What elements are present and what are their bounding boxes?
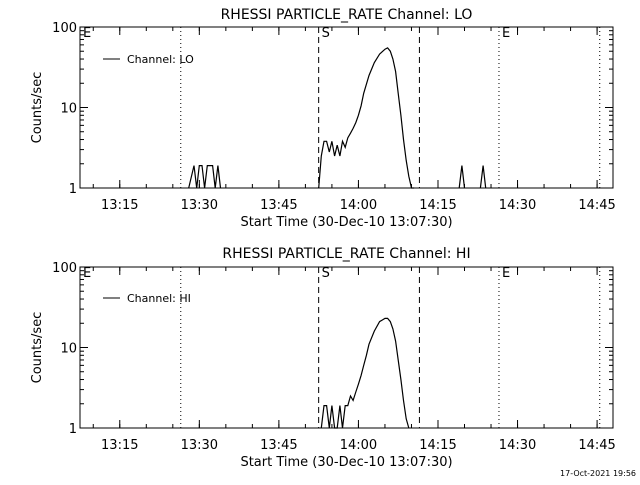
y-axis-label: Counts/sec: [30, 312, 45, 384]
y-axis-label: Counts/sec: [30, 72, 45, 144]
x-tick-label: 14:30: [499, 198, 536, 213]
x-tick-label: 13:15: [101, 438, 138, 453]
y-tick-label: 10: [60, 342, 77, 357]
series-line: [320, 317, 410, 429]
legend-label: Channel: LO: [127, 53, 194, 66]
y-tick-label: 10: [60, 102, 77, 117]
event-marker-label: S: [322, 266, 330, 281]
x-axis-label: Start Time (30-Dec-10 13:07:30): [240, 215, 452, 230]
x-tick-label: 13:30: [181, 198, 218, 213]
event-marker-label: E: [502, 26, 510, 41]
y-tick-label: 1: [69, 422, 77, 437]
series-line: [188, 47, 487, 189]
legend-label: Channel: HI: [127, 292, 191, 305]
chart-title: RHESSI PARTICLE_RATE Channel: LO: [221, 7, 473, 23]
event-marker-label: E: [502, 266, 510, 281]
x-tick-label: 14:15: [419, 438, 456, 453]
x-axis-label: Start Time (30-Dec-10 13:07:30): [240, 455, 452, 470]
y-tick-label: 100: [52, 261, 77, 276]
event-marker-label: S: [322, 26, 330, 41]
timestamp-footer: 17-Oct-2021 19:56: [560, 469, 636, 478]
x-tick-label: 14:45: [578, 438, 615, 453]
x-tick-label: 13:45: [260, 438, 297, 453]
event-marker-label: E: [83, 26, 91, 41]
y-tick-label: 1: [69, 182, 77, 197]
x-tick-label: 13:30: [181, 438, 218, 453]
chart-title: RHESSI PARTICLE_RATE Channel: HI: [222, 246, 470, 262]
x-tick-label: 14:00: [340, 438, 377, 453]
x-tick-label: 14:30: [499, 438, 536, 453]
y-tick-label: 100: [52, 21, 77, 36]
plot-frame: [79, 26, 614, 189]
event-marker-label: E: [83, 266, 91, 281]
x-tick-label: 14:15: [419, 198, 456, 213]
x-tick-label: 14:00: [340, 198, 377, 213]
x-tick-label: 13:45: [260, 198, 297, 213]
x-tick-label: 14:45: [578, 198, 615, 213]
x-tick-label: 13:15: [101, 198, 138, 213]
